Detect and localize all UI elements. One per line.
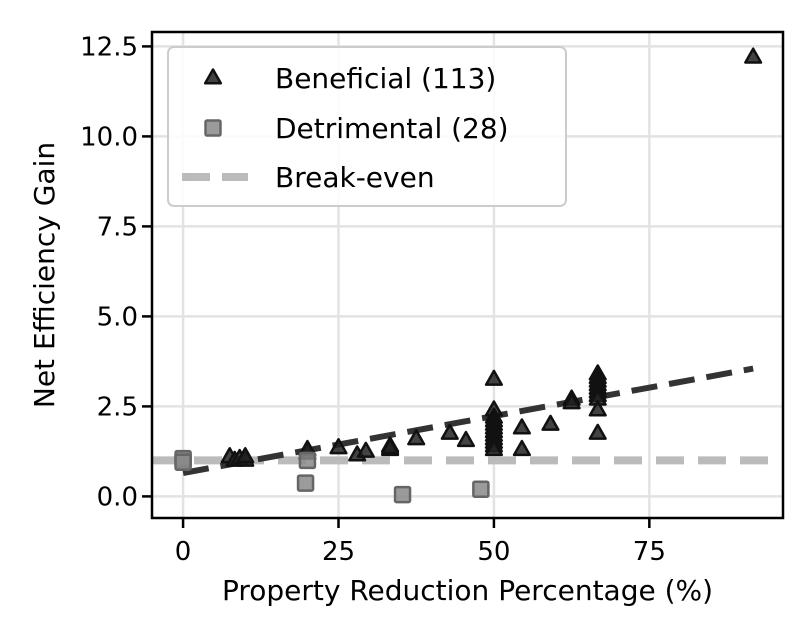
beneficial-point <box>236 447 255 464</box>
y-axis-ticks: 0.0 2.5 5.0 7.5 10.0 12.5 <box>80 32 152 512</box>
x-tick-label: 75 <box>633 537 666 567</box>
beneficial-point <box>356 441 375 458</box>
beneficial-point <box>512 439 531 457</box>
beneficial-point <box>512 418 531 435</box>
legend-break-even-label: Break-even <box>275 161 435 194</box>
x-axis-ticks: 0 25 50 75 <box>175 518 666 567</box>
trend-line <box>182 365 754 476</box>
x-tick-label: 0 <box>175 537 192 567</box>
beneficial-point <box>407 429 426 446</box>
x-tick-label: 25 <box>322 537 355 567</box>
beneficial-point <box>456 430 476 448</box>
legend-detrimental-icon <box>204 119 222 137</box>
beneficial-point <box>381 438 400 455</box>
detrimental-point <box>296 474 315 492</box>
y-tick-label: 5.0 <box>97 302 138 332</box>
trend-line-group <box>182 365 754 476</box>
beneficial-point <box>562 393 581 410</box>
y-tick-label: 10.0 <box>80 122 138 152</box>
beneficial-point <box>588 400 607 417</box>
beneficial-point <box>744 47 763 64</box>
y-tick-label: 2.5 <box>97 392 138 422</box>
beneficial-point <box>588 423 607 440</box>
plot-frame <box>150 30 785 520</box>
detrimental-point <box>298 451 317 470</box>
data-points <box>174 47 763 504</box>
y-axis-label: Net Efficiency Gain <box>28 142 61 408</box>
beneficial-point <box>484 439 503 457</box>
beneficial-point <box>484 369 503 386</box>
beneficial-point <box>440 423 459 440</box>
y-tick-label: 0.0 <box>97 482 138 512</box>
detrimental-point <box>174 453 192 471</box>
detrimental-point <box>472 480 490 498</box>
x-axis-label: Property Reduction Percentage (%) <box>222 574 713 607</box>
legend-box <box>167 46 567 207</box>
x-tick-label: 50 <box>477 537 510 567</box>
legend: Beneficial (113) Detrimental (28) Break-ev… <box>167 46 567 207</box>
beneficial-point <box>541 414 560 431</box>
y-tick-label: 12.5 <box>80 32 138 62</box>
y-tick-label: 7.5 <box>97 212 138 242</box>
beneficial-point <box>329 438 348 455</box>
legend-beneficial-label: Beneficial (113) <box>275 62 496 95</box>
legend-beneficial-icon <box>203 68 223 85</box>
detrimental-point <box>393 485 412 504</box>
legend-detrimental-label: Detrimental (28) <box>275 112 509 145</box>
